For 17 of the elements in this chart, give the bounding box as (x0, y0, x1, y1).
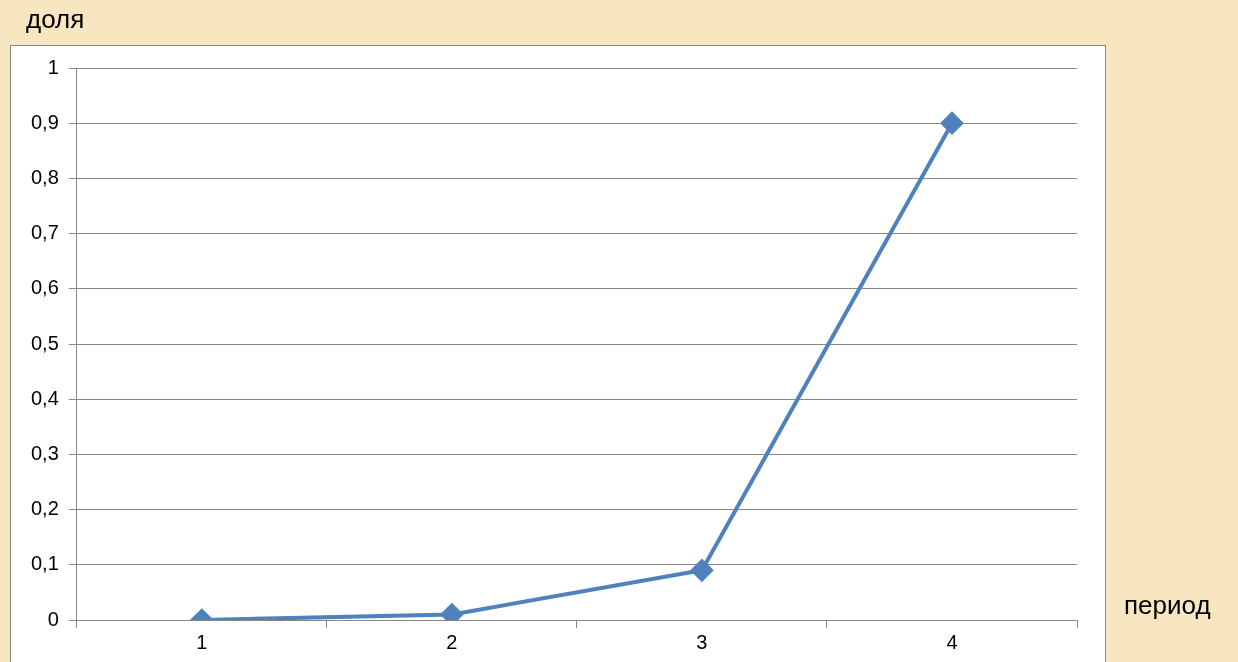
y-tick-label: 0,3 (30, 441, 59, 464)
y-tick-label: 0,8 (30, 165, 59, 188)
x-tick-label: 3 (696, 630, 708, 653)
y-tick-label: 0,5 (30, 331, 59, 354)
x-tick-label: 1 (196, 630, 208, 653)
y-tick-label: 0,7 (30, 221, 59, 244)
y-tick-label: 0,6 (30, 276, 59, 299)
y-tick-label: 0 (47, 607, 59, 630)
x-tick-label: 2 (446, 630, 458, 653)
y-axis-title: доля (26, 4, 85, 35)
y-tick-label: 0,9 (30, 110, 59, 133)
x-axis-title: период (1124, 590, 1211, 621)
x-tick-label: 4 (946, 630, 958, 653)
y-tick-label: 1 (47, 55, 59, 78)
y-tick-label: 0,4 (30, 386, 59, 409)
y-tick-label: 0,2 (30, 497, 59, 520)
y-tick-label: 0,1 (30, 552, 59, 575)
